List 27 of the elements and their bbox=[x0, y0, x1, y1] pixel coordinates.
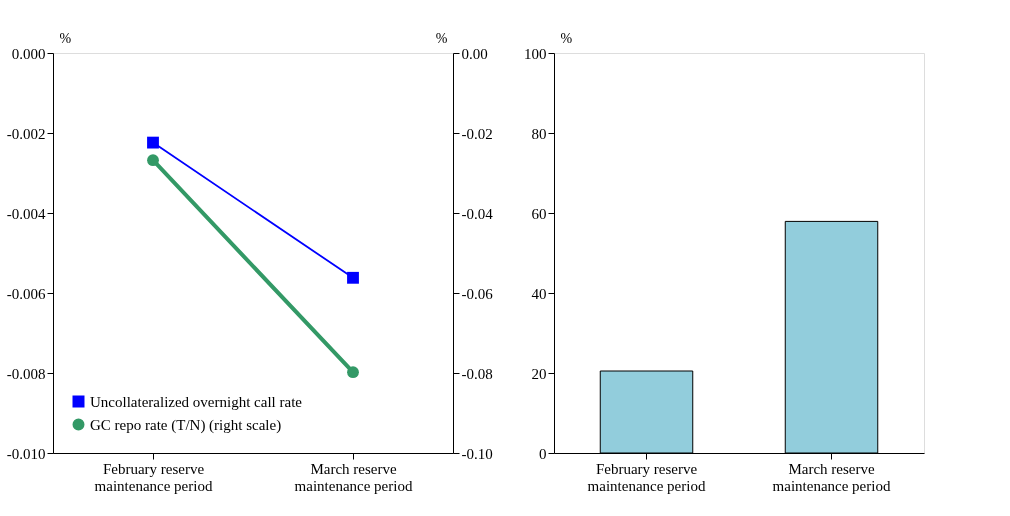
y-tick-label: -0.004 bbox=[6, 205, 46, 222]
y-tick-label: -0.006 bbox=[6, 285, 46, 302]
y-tick-label: 20 bbox=[531, 365, 547, 382]
y2-tick-label: -0.04 bbox=[461, 205, 494, 222]
y-tick-label: -0.008 bbox=[6, 365, 46, 382]
x-tick-label: March reserve maintenance period bbox=[294, 460, 413, 494]
y-tick-label: 0.000 bbox=[11, 45, 46, 62]
y2-tick-label: -0.06 bbox=[461, 285, 494, 302]
y2-tick-label: -0.02 bbox=[461, 125, 493, 142]
x-tick-label: March reserve maintenance period bbox=[772, 460, 891, 494]
y2-tick-label: -0.08 bbox=[461, 365, 493, 382]
y-tick-label: -0.010 bbox=[6, 445, 46, 462]
y-axis-title: % bbox=[59, 30, 72, 46]
x-tick-label: February reserve maintenance period bbox=[94, 460, 213, 494]
y2-tick-label: -0.10 bbox=[461, 445, 493, 462]
x-tick-label: February reserve maintenance period bbox=[587, 460, 706, 494]
y-tick-label: 100 bbox=[524, 45, 547, 62]
y-tick-label: -0.002 bbox=[6, 125, 46, 142]
y2-axis-title: % bbox=[435, 30, 448, 46]
legend-label: GC repo rate (T/N) (right scale) bbox=[90, 416, 282, 434]
y-tick-label: 80 bbox=[531, 125, 547, 142]
y-axis-title: % bbox=[560, 30, 573, 46]
y2-tick-label: 0.00 bbox=[461, 45, 488, 62]
y-tick-label: 40 bbox=[531, 285, 547, 302]
legend-label: Uncollateralized overnight call rate bbox=[90, 393, 303, 410]
y-tick-label: 60 bbox=[531, 205, 547, 222]
y-tick-label: 0 bbox=[539, 445, 547, 462]
